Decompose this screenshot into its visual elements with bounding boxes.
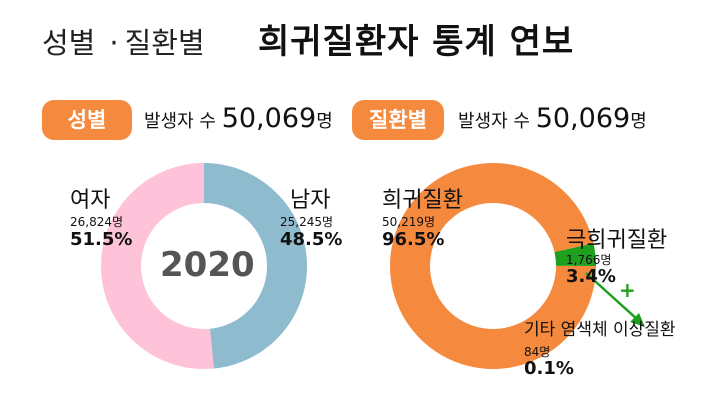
chromosomal-percent: 0.1% bbox=[524, 358, 574, 379]
female-label: 여자 bbox=[70, 188, 111, 213]
male-count: 25,245명 bbox=[280, 215, 334, 229]
subtitle-disease: 질환별 bbox=[124, 26, 205, 60]
gender-stat-unit: 명 bbox=[316, 111, 333, 132]
ultra-rare-percent: 3.4% bbox=[566, 266, 616, 287]
plus-sign: + bbox=[619, 278, 636, 302]
disease-stat-value: 50,069 bbox=[535, 103, 631, 134]
female-count: 26,824명 bbox=[70, 215, 124, 229]
female-percent: 51.5% bbox=[70, 229, 133, 250]
disease-stat-label: 발생자 수 bbox=[458, 111, 530, 132]
disease-stat: 발생자 수 50,069명 bbox=[458, 103, 647, 134]
chromosomal-count: 84명 bbox=[524, 345, 551, 359]
callout-arrow-head bbox=[630, 313, 645, 327]
year-label: 2020 bbox=[160, 245, 255, 285]
female-slice bbox=[100, 163, 214, 369]
disease-pill: 질환별 bbox=[352, 100, 444, 140]
subtitle-gender: 성별 bbox=[42, 26, 96, 60]
gender-stat-label: 발생자 수 bbox=[144, 111, 216, 132]
ultra-rare-count: 1,766명 bbox=[566, 253, 612, 267]
disease-donut bbox=[390, 162, 596, 369]
male-label: 남자 bbox=[290, 188, 331, 213]
ultra-rare-slice bbox=[554, 243, 596, 266]
gender-stat-value: 50,069 bbox=[221, 103, 317, 134]
disease-stat-unit: 명 bbox=[630, 111, 647, 132]
gender-pill: 성별 bbox=[42, 100, 132, 140]
page-subtitle: 성별 · 질환별 bbox=[42, 20, 205, 62]
gender-donut bbox=[100, 163, 307, 369]
rare-label: 희귀질환 bbox=[382, 188, 463, 213]
rare-slice bbox=[390, 162, 596, 369]
callout-arrow-line bbox=[585, 272, 639, 321]
rare-percent: 96.5% bbox=[382, 229, 445, 250]
page-title: 희귀질환자 통계 연보 bbox=[258, 22, 575, 62]
subtitle-dot: · bbox=[109, 26, 119, 60]
male-percent: 48.5% bbox=[280, 229, 343, 250]
gender-stat: 발생자 수 50,069명 bbox=[144, 103, 333, 134]
male-slice bbox=[204, 163, 307, 369]
ultra-rare-label: 극희귀질환 bbox=[566, 228, 668, 253]
rare-count: 50,219명 bbox=[382, 215, 436, 229]
chromosomal-slice bbox=[555, 264, 596, 266]
chromosomal-label: 기타 염색체 이상질환 bbox=[524, 320, 676, 340]
